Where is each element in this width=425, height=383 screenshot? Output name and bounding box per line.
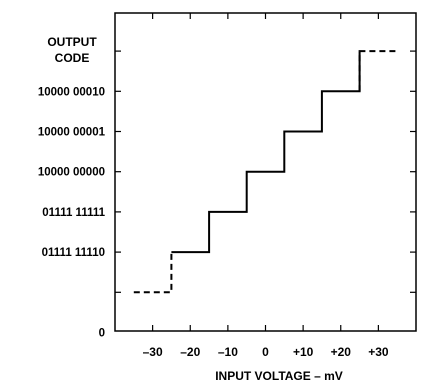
x-axis-title: INPUT VOLTAGE – mV	[215, 369, 343, 383]
y-tick-label: 0	[99, 328, 105, 340]
y-axis-ticks: 0 01111 11110 01111 11111 10000 00000 10000 …	[38, 50, 416, 340]
x-tick-label: –20	[180, 345, 200, 359]
transfer-staircase	[133, 50, 398, 294]
y-axis-title-line-1: OUTPUT	[47, 35, 97, 49]
dashed-segment	[133, 252, 173, 294]
y-tick-label: 10000 00000	[38, 167, 105, 179]
x-tick-label: +10	[293, 345, 314, 359]
x-tick-label: –30	[143, 345, 163, 359]
y-tick-label: 10000 00001	[38, 127, 106, 139]
x-tick-label: +20	[331, 345, 352, 359]
y-tick-label: 01111 11111	[42, 207, 105, 219]
y-axis-title-line-2: CODE	[55, 51, 90, 65]
x-tick-label: 0	[262, 345, 269, 359]
x-axis-ticks: –30 –20 –10 0 +10 +20 +30	[143, 13, 389, 359]
y-tick-label: 01111 11110	[42, 247, 105, 259]
y-tick-label: 10000 00010	[38, 86, 105, 98]
solid-staircase	[171, 51, 361, 254]
x-tick-label: –10	[218, 345, 238, 359]
dashed-segment	[358, 50, 398, 92]
x-tick-label: +30	[368, 345, 389, 359]
